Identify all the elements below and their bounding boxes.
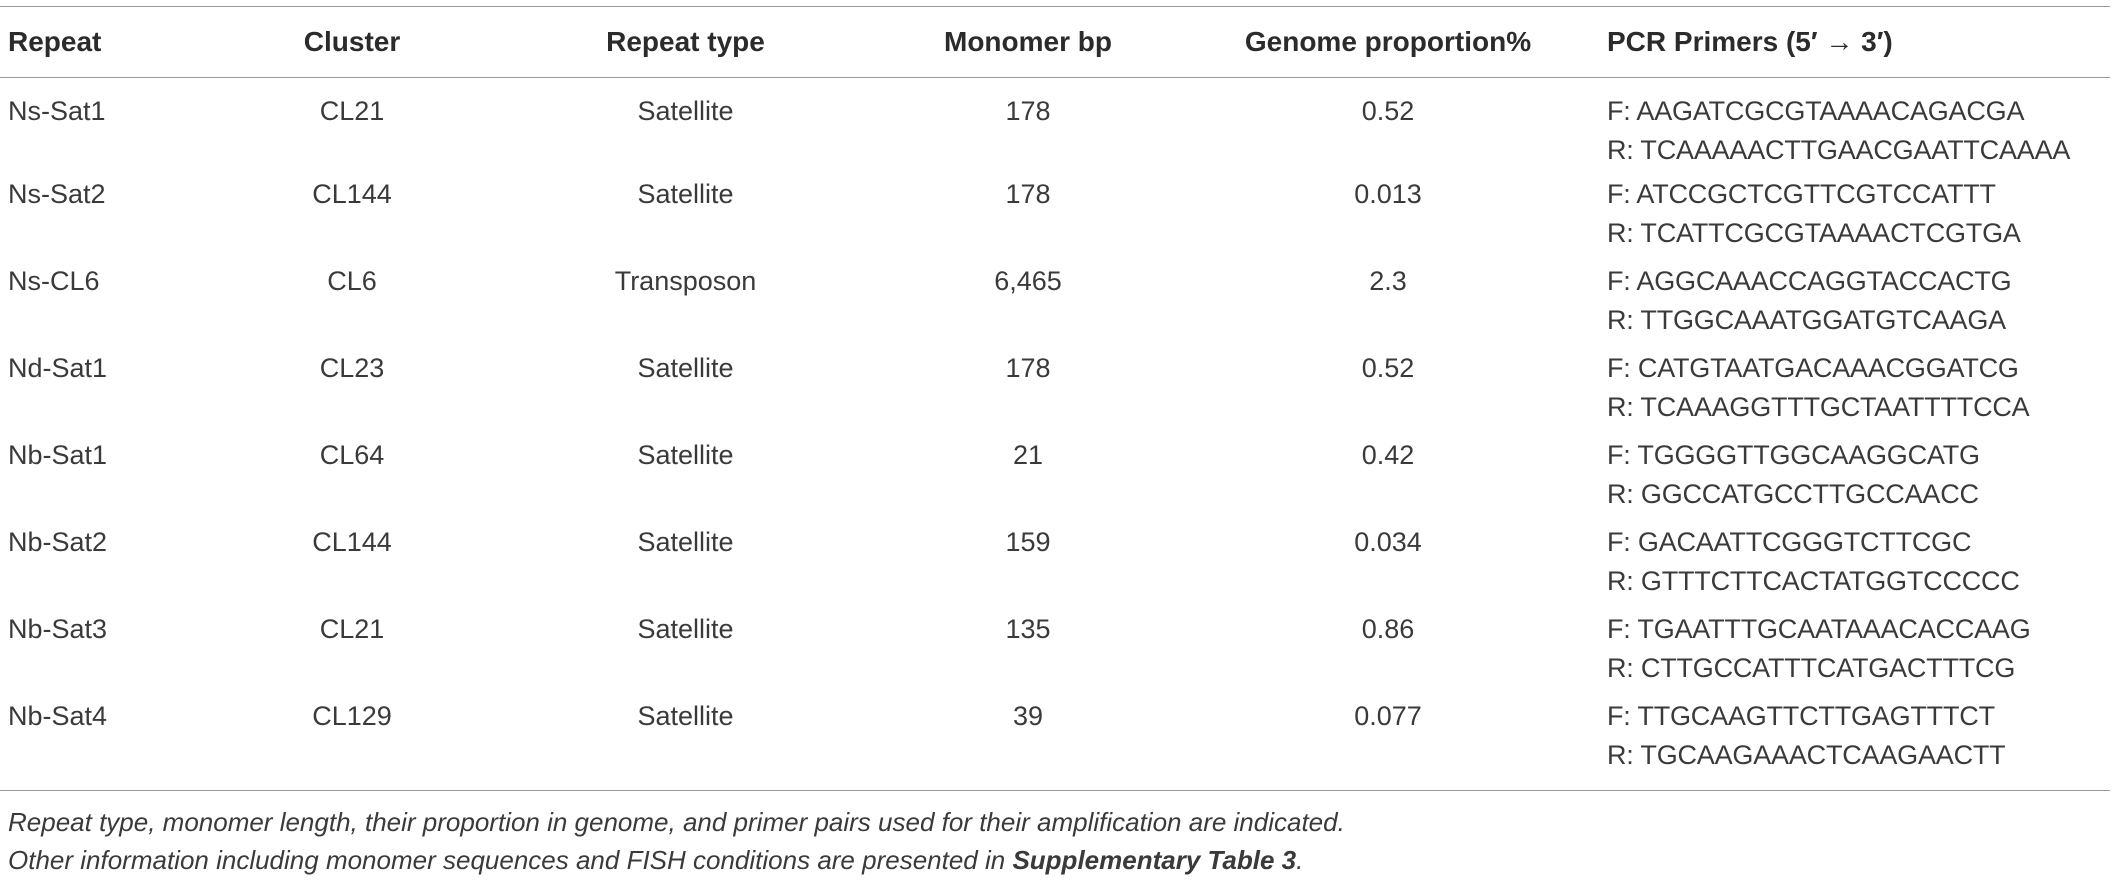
cell-pcr-primers: F: AGGCAAACCAGGTACCACTG R: TTGGCAAATGGAT… [1583, 257, 2110, 344]
cell-monomer-bp: 39 [1012, 701, 1044, 731]
cell-genome-proportion: 0.86 [1361, 614, 1415, 644]
cell-pcr-primers: F: CATGTAATGACAAACGGATCG R: TCAAAGGTTTGC… [1583, 344, 2110, 431]
cell-repeat: Ns-Sat2 [8, 179, 106, 209]
primer-forward: F: TTGCAAGTTCTTGAGTTTCT [1607, 701, 1995, 731]
cell-cluster: CL129 [312, 701, 392, 731]
cell-repeat-type: Satellite [637, 179, 734, 209]
supplementary-table-reference: Supplementary Table 3 [1012, 845, 1297, 875]
cell-monomer-bp: 159 [1005, 527, 1051, 557]
cell-pcr-primers: F: GACAATTCGGGTCTTCGC R: GTTTCTTCACTATGG… [1583, 518, 2110, 605]
primer-reverse: R: TCAAAAACTTGAACGAATTCAAAA [1607, 135, 2071, 165]
cell-monomer-bp: 21 [1012, 440, 1044, 470]
primer-reverse: R: GTTTCTTCACTATGGTCCCCC [1607, 566, 2020, 596]
cell-monomer-bp: 178 [1005, 96, 1051, 126]
primer-forward: F: GACAATTCGGGTCTTCGC [1607, 527, 1972, 557]
footnote-line-1: Repeat type, monomer length, their propo… [8, 807, 1345, 837]
cell-cluster: CL23 [319, 353, 385, 383]
cell-repeat-type: Transposon [614, 266, 757, 296]
footnote-line-2-end: . [1296, 845, 1304, 875]
header-genome-proportion: Genome proportion% [1244, 26, 1532, 57]
header-cluster: Cluster [303, 26, 401, 57]
primer-reverse: R: TGCAAGAAACTCAAGAACTT [1607, 740, 2006, 770]
primer-forward: F: TGAATTTGCAATAAACACCAAG [1607, 614, 2031, 644]
cell-pcr-primers: F: TGAATTTGCAATAAACACCAAG R: CTTGCCATTTC… [1583, 605, 2110, 692]
cell-pcr-primers: F: TGGGGTTGGCAAGGCATG R: GGCCATGCCTTGCCA… [1583, 431, 2110, 518]
header-pcr-primers: PCR Primers (5′ → 3′) [1607, 26, 1893, 57]
cell-repeat: Ns-Sat1 [8, 96, 106, 126]
primer-reverse: R: TCATTCGCGTAAAACTCGTGA [1607, 218, 2021, 248]
cell-repeat-type: Satellite [637, 96, 734, 126]
cell-repeat: Nb-Sat3 [8, 614, 108, 644]
cell-cluster: CL64 [319, 440, 385, 470]
repeat-table: Repeat Cluster Repeat type Monomer bp Ge… [0, 6, 2110, 791]
cell-cluster: CL6 [327, 266, 377, 296]
cell-genome-proportion: 0.034 [1354, 527, 1422, 557]
cell-repeat: Nb-Sat4 [8, 701, 108, 731]
table-row: Ns-Sat2 CL144 Satellite 178 0.013 F: ATC… [0, 170, 2110, 257]
table-row: Ns-Sat1 CL21 Satellite 178 0.52 F: AAGAT… [0, 78, 2110, 171]
cell-monomer-bp: 178 [1005, 353, 1051, 383]
table-header-row: Repeat Cluster Repeat type Monomer bp Ge… [0, 6, 2110, 78]
table-row: Nb-Sat3 CL21 Satellite 135 0.86 F: TGAAT… [0, 605, 2110, 692]
cell-genome-proportion: 0.52 [1361, 96, 1415, 126]
primer-forward: F: AGGCAAACCAGGTACCACTG [1607, 266, 2012, 296]
cell-pcr-primers: F: AAGATCGCGTAAAACAGACGA R: TCAAAAACTTGA… [1583, 78, 2110, 171]
cell-genome-proportion: 0.077 [1354, 701, 1422, 731]
primer-forward: F: CATGTAATGACAAACGGATCG [1607, 353, 2019, 383]
cell-cluster: CL21 [319, 96, 385, 126]
primer-reverse: R: CTTGCCATTTCATGACTTTCG [1607, 653, 2016, 683]
cell-pcr-primers: F: TTGCAAGTTCTTGAGTTTCT R: TGCAAGAAACTCA… [1583, 692, 2110, 790]
primer-reverse: R: TCAAAGGTTTGCTAATTTTCCA [1607, 392, 2030, 422]
cell-genome-proportion: 0.52 [1361, 353, 1415, 383]
cell-repeat-type: Satellite [637, 353, 734, 383]
header-monomer-bp: Monomer bp [944, 26, 1112, 57]
cell-repeat-type: Satellite [637, 527, 734, 557]
table-row: Ns-CL6 CL6 Transposon 6,465 2.3 F: AGGCA… [0, 257, 2110, 344]
primer-forward: F: TGGGGTTGGCAAGGCATG [1607, 440, 1980, 470]
primer-reverse: R: GGCCATGCCTTGCCAACC [1607, 479, 1979, 509]
table-row: Nb-Sat4 CL129 Satellite 39 0.077 F: TTGC… [0, 692, 2110, 790]
table-row: Nd-Sat1 CL23 Satellite 178 0.52 F: CATGT… [0, 344, 2110, 431]
cell-cluster: CL144 [312, 179, 392, 209]
cell-cluster: CL144 [312, 527, 392, 557]
cell-pcr-primers: F: ATCCGCTCGTTCGTCCATTT R: TCATTCGCGTAAA… [1583, 170, 2110, 257]
primer-forward: F: ATCCGCTCGTTCGTCCATTT [1607, 179, 1996, 209]
table-row: Nb-Sat2 CL144 Satellite 159 0.034 F: GAC… [0, 518, 2110, 605]
cell-monomer-bp: 135 [1005, 614, 1051, 644]
cell-monomer-bp: 6,465 [994, 266, 1062, 296]
footnote-line-2: Other information including monomer sequ… [8, 841, 1345, 879]
table-footnote: Repeat type, monomer length, their propo… [8, 803, 1345, 879]
header-repeat-type: Repeat type [606, 26, 765, 57]
cell-repeat: Ns-CL6 [8, 266, 100, 296]
cell-repeat: Nb-Sat2 [8, 527, 108, 557]
cell-repeat-type: Satellite [637, 440, 734, 470]
primer-forward: F: AAGATCGCGTAAAACAGACGA [1607, 96, 2025, 126]
cell-repeat: Nd-Sat1 [8, 353, 108, 383]
cell-cluster: CL21 [319, 614, 385, 644]
table-row: Nb-Sat1 CL64 Satellite 21 0.42 F: TGGGGT… [0, 431, 2110, 518]
cell-repeat: Nb-Sat1 [8, 440, 108, 470]
cell-genome-proportion: 0.013 [1354, 179, 1422, 209]
cell-repeat-type: Satellite [637, 701, 734, 731]
footnote-line-2-text: Other information including monomer sequ… [8, 845, 1013, 875]
cell-repeat-type: Satellite [637, 614, 734, 644]
primer-reverse: R: TTGGCAAATGGATGTCAAGA [1607, 305, 2006, 335]
cell-genome-proportion: 2.3 [1369, 266, 1407, 296]
cell-monomer-bp: 178 [1005, 179, 1051, 209]
cell-genome-proportion: 0.42 [1361, 440, 1415, 470]
header-repeat: Repeat [8, 26, 102, 57]
